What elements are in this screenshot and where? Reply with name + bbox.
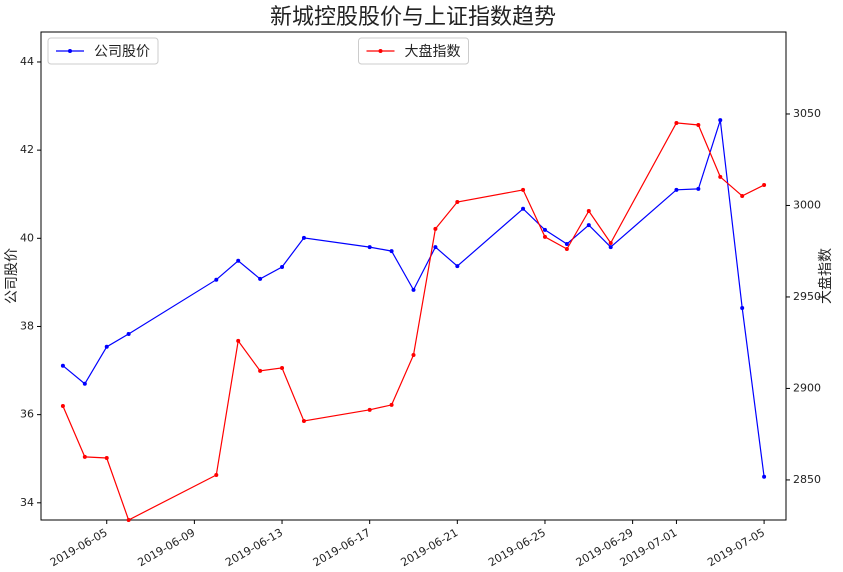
y-tick-label: 40 bbox=[20, 231, 34, 244]
point bbox=[301, 419, 306, 424]
point bbox=[411, 352, 416, 357]
point bbox=[542, 234, 547, 239]
y-axis-label: 公司股价 bbox=[4, 248, 20, 304]
legend-label: 大盘指数 bbox=[405, 43, 461, 60]
chart-title: 新城控股股价与上证指数趋势 bbox=[270, 5, 556, 30]
point bbox=[762, 182, 767, 187]
y-tick-label: 34 bbox=[20, 496, 34, 509]
y2-tick-label: 3050 bbox=[793, 107, 821, 120]
x-tick-label: 2019-06-21 bbox=[398, 526, 460, 569]
point bbox=[718, 118, 723, 123]
plot-area bbox=[40, 31, 787, 521]
point bbox=[258, 276, 263, 281]
point bbox=[280, 264, 285, 269]
point bbox=[740, 193, 745, 198]
point bbox=[126, 518, 131, 522]
point bbox=[433, 226, 438, 231]
point bbox=[367, 407, 372, 412]
y2-tick-label: 2850 bbox=[793, 473, 821, 486]
y2-tick-label: 2900 bbox=[793, 381, 821, 394]
legend-marker bbox=[68, 49, 72, 53]
point bbox=[214, 472, 219, 477]
point bbox=[389, 402, 394, 407]
y-tick-label: 44 bbox=[20, 55, 34, 68]
point bbox=[696, 186, 701, 191]
point bbox=[586, 208, 591, 213]
point bbox=[82, 381, 87, 386]
point bbox=[564, 242, 569, 247]
point bbox=[82, 454, 87, 459]
x-tick-label: 2019-07-05 bbox=[705, 526, 767, 569]
y-tick-label: 42 bbox=[20, 143, 34, 156]
point bbox=[564, 247, 569, 252]
point bbox=[280, 365, 285, 370]
point bbox=[104, 455, 109, 460]
y2-tick-label: 3000 bbox=[793, 198, 821, 211]
point bbox=[214, 277, 219, 282]
x-tick-label: 2019-06-13 bbox=[223, 526, 285, 569]
legend-box bbox=[47, 37, 159, 65]
point bbox=[586, 223, 591, 228]
point bbox=[455, 264, 460, 269]
point bbox=[236, 258, 241, 263]
point bbox=[542, 227, 547, 232]
legend-marker bbox=[378, 49, 383, 53]
point bbox=[104, 344, 109, 349]
point bbox=[718, 174, 723, 179]
point bbox=[433, 245, 438, 250]
x-tick-label: 2019-06-17 bbox=[311, 526, 373, 569]
point bbox=[236, 338, 241, 343]
y2-axis-label: 大盘指数 bbox=[817, 248, 834, 304]
point bbox=[60, 363, 65, 368]
x-tick-label: 2019-06-25 bbox=[486, 526, 548, 569]
point bbox=[60, 404, 65, 409]
point bbox=[696, 122, 701, 127]
point bbox=[740, 305, 745, 310]
point bbox=[389, 249, 394, 254]
x-tick-label: 2019-06-09 bbox=[136, 526, 198, 569]
point bbox=[367, 245, 372, 250]
point bbox=[411, 287, 416, 292]
point bbox=[762, 474, 767, 479]
point bbox=[674, 187, 679, 192]
series-line bbox=[62, 120, 765, 477]
point bbox=[608, 240, 613, 245]
y2-tick-label: 2950 bbox=[793, 290, 821, 303]
y-tick-label: 36 bbox=[20, 408, 34, 421]
point bbox=[126, 331, 131, 336]
point bbox=[608, 245, 613, 250]
point bbox=[521, 187, 526, 192]
legend-label: 公司股价 bbox=[94, 44, 150, 60]
point bbox=[674, 120, 679, 125]
point bbox=[455, 199, 460, 204]
series-line bbox=[62, 122, 765, 521]
point bbox=[521, 206, 526, 211]
legend-box bbox=[358, 37, 469, 65]
y-tick-label: 38 bbox=[20, 319, 34, 332]
point bbox=[301, 235, 306, 240]
point bbox=[258, 368, 263, 373]
x-tick-label: 2019-06-05 bbox=[48, 526, 110, 569]
